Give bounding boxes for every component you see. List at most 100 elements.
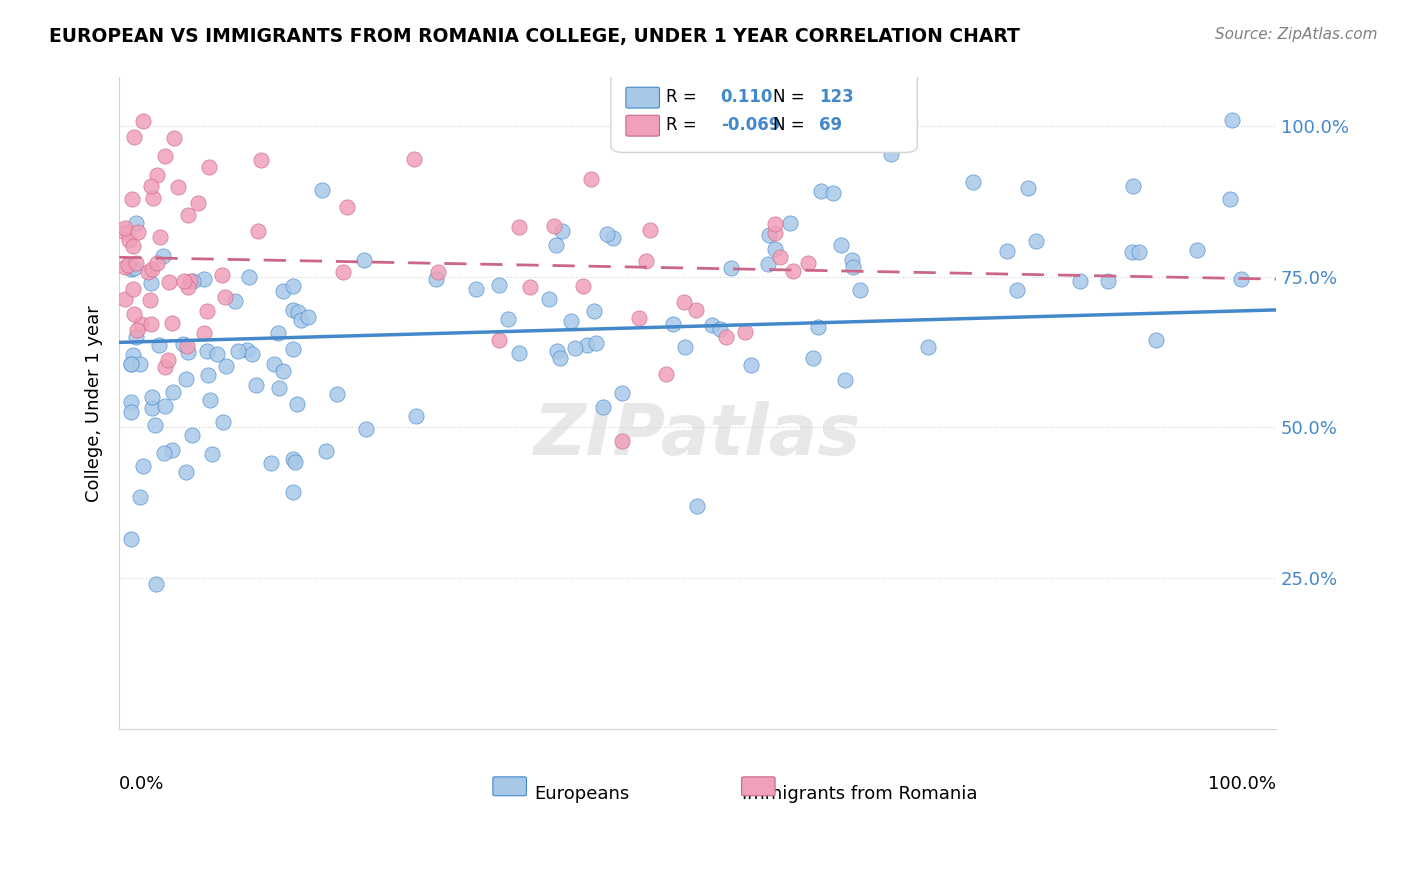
- Point: [1121, 244, 1143, 259]
- Text: -0.069: -0.069: [721, 116, 780, 134]
- Point: [602, 230, 624, 244]
- Point: [157, 276, 180, 290]
- Point: [120, 260, 142, 275]
- Point: [122, 307, 145, 321]
- Point: [782, 264, 804, 278]
- Point: [245, 378, 267, 392]
- Point: [141, 390, 163, 404]
- Point: [214, 290, 236, 304]
- Point: [281, 485, 304, 500]
- Point: [405, 409, 427, 423]
- Point: [152, 249, 174, 263]
- Point: [240, 347, 263, 361]
- Point: [700, 318, 723, 332]
- Point: [122, 239, 145, 253]
- Point: [297, 310, 319, 324]
- Point: [1007, 283, 1029, 297]
- Point: [311, 183, 333, 197]
- Text: ZIPatlas: ZIPatlas: [534, 401, 862, 470]
- Point: [548, 351, 571, 366]
- Point: [508, 220, 530, 235]
- Point: [758, 227, 780, 242]
- Text: Europeans: Europeans: [534, 785, 630, 803]
- Point: [132, 458, 155, 473]
- Point: [672, 295, 695, 310]
- Point: [685, 302, 707, 317]
- Point: [1025, 234, 1047, 248]
- Point: [917, 340, 939, 354]
- Point: [120, 262, 142, 277]
- Point: [143, 417, 166, 432]
- Point: [205, 347, 228, 361]
- Point: [560, 314, 582, 328]
- Point: [709, 322, 731, 336]
- Text: N =: N =: [773, 88, 804, 106]
- Point: [179, 274, 201, 288]
- Point: [673, 340, 696, 354]
- Point: [1122, 179, 1144, 194]
- Text: R =: R =: [666, 88, 697, 106]
- Point: [685, 499, 707, 513]
- Point: [425, 272, 447, 286]
- Point: [200, 393, 222, 408]
- Point: [281, 302, 304, 317]
- Point: [195, 343, 218, 358]
- Point: [131, 114, 153, 128]
- Text: 0.110: 0.110: [721, 88, 773, 106]
- Point: [120, 357, 142, 371]
- Point: [125, 255, 148, 269]
- Point: [122, 282, 145, 296]
- Point: [155, 399, 177, 413]
- Text: Immigrants from Romania: Immigrants from Romania: [742, 785, 977, 803]
- Text: 0.0%: 0.0%: [120, 775, 165, 793]
- Text: EUROPEAN VS IMMIGRANTS FROM ROMANIA COLLEGE, UNDER 1 YEAR CORRELATION CHART: EUROPEAN VS IMMIGRANTS FROM ROMANIA COLL…: [49, 27, 1021, 45]
- Point: [1187, 243, 1209, 257]
- Point: [807, 319, 830, 334]
- Point: [336, 200, 359, 214]
- Point: [174, 465, 197, 479]
- Point: [120, 533, 142, 547]
- Point: [181, 274, 204, 288]
- Point: [488, 333, 510, 347]
- FancyBboxPatch shape: [610, 71, 917, 153]
- Point: [779, 216, 801, 230]
- Point: [167, 180, 190, 194]
- Point: [284, 455, 307, 469]
- Point: [538, 292, 561, 306]
- Point: [128, 357, 150, 371]
- Point: [290, 313, 312, 327]
- Point: [148, 338, 170, 352]
- Point: [212, 415, 235, 429]
- Point: [142, 191, 165, 205]
- Point: [187, 195, 209, 210]
- Point: [581, 172, 603, 186]
- FancyBboxPatch shape: [626, 115, 659, 136]
- Point: [315, 444, 337, 458]
- Point: [634, 253, 657, 268]
- Point: [172, 337, 194, 351]
- Point: [662, 317, 685, 331]
- Point: [1144, 334, 1167, 348]
- Point: [1128, 244, 1150, 259]
- Point: [141, 179, 163, 194]
- Point: [266, 326, 288, 340]
- Point: [125, 322, 148, 336]
- Point: [160, 442, 183, 457]
- Point: [263, 357, 285, 371]
- Point: [174, 371, 197, 385]
- Point: [129, 317, 152, 331]
- Point: [267, 381, 290, 395]
- Point: [402, 152, 425, 166]
- Point: [810, 184, 832, 198]
- Point: [176, 339, 198, 353]
- Text: Source: ZipAtlas.com: Source: ZipAtlas.com: [1215, 27, 1378, 42]
- Point: [332, 265, 354, 279]
- Point: [198, 160, 221, 174]
- Point: [841, 252, 863, 267]
- Point: [141, 261, 163, 276]
- Point: [117, 259, 139, 273]
- Point: [546, 238, 568, 252]
- Point: [121, 192, 143, 206]
- Point: [149, 229, 172, 244]
- Point: [592, 400, 614, 414]
